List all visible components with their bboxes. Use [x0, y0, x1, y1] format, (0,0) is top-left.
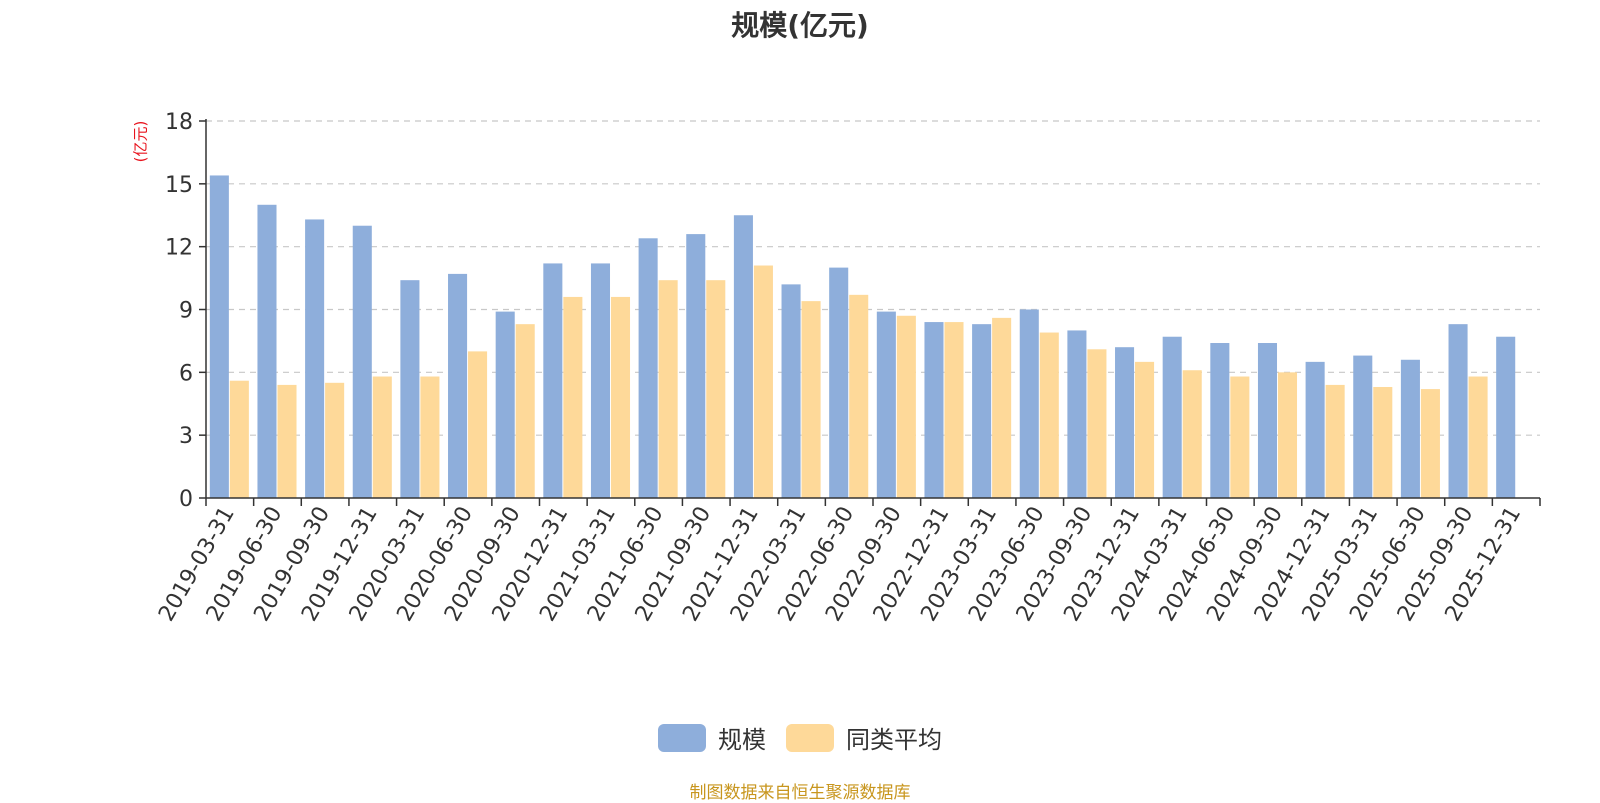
bar-series-1 — [1373, 386, 1393, 498]
bar-series-1 — [468, 351, 488, 498]
bar-series-0 — [305, 219, 325, 498]
bar-series-0 — [1257, 343, 1278, 498]
bar-series-0 — [1305, 361, 1325, 498]
bar-series-0 — [1210, 343, 1230, 498]
y-tick-label: 9 — [179, 299, 193, 324]
bar-series-1 — [372, 376, 392, 498]
bar-series-1 — [1230, 376, 1250, 498]
y-tick-label: 0 — [179, 487, 193, 512]
bar-series-1 — [896, 315, 916, 498]
bar-series-1 — [563, 296, 583, 498]
bar-chart: 03691215182019-03-312019-06-302019-09-30… — [154, 110, 1541, 626]
bar-series-0 — [448, 273, 468, 498]
bar-series-0 — [686, 234, 706, 498]
y-tick-label: 18 — [165, 110, 193, 135]
bar-series-1 — [515, 324, 535, 498]
legend: 规模 同类平均 — [0, 720, 1600, 755]
bar-series-1 — [944, 322, 964, 498]
bar-series-0 — [1019, 309, 1039, 498]
legend-label: 同类平均 — [846, 726, 942, 754]
bar-series-1 — [1420, 389, 1440, 498]
bar-series-0 — [209, 175, 229, 498]
bar-series-1 — [229, 380, 249, 498]
bar-series-1 — [1325, 384, 1345, 498]
y-tick-label: 3 — [179, 424, 193, 449]
bar-series-0 — [1115, 347, 1135, 498]
bar-series-1 — [1182, 370, 1202, 498]
bar-series-0 — [924, 322, 944, 498]
bar-series-1 — [801, 301, 821, 498]
bar-series-0 — [1353, 355, 1373, 498]
bar-series-1 — [325, 382, 345, 498]
legend-swatch — [658, 723, 706, 752]
bar-series-1 — [992, 317, 1012, 498]
bar-series-0 — [590, 263, 611, 498]
y-tick-label: 15 — [165, 173, 193, 198]
bar-series-1 — [277, 384, 297, 498]
bar-series-1 — [1087, 349, 1107, 498]
bar-series-0 — [543, 263, 563, 498]
y-tick-label: 6 — [179, 361, 193, 386]
bar-series-1 — [753, 265, 773, 498]
bar-series-1 — [1039, 332, 1059, 498]
bar-series-0 — [400, 280, 420, 498]
bar-series-0 — [1448, 324, 1468, 498]
bar-series-1 — [706, 280, 726, 498]
bar-series-0 — [781, 284, 801, 498]
bar-series-0 — [1400, 359, 1420, 498]
bar-series-0 — [876, 311, 896, 498]
bar-series-0 — [829, 267, 849, 498]
bar-series-1 — [849, 294, 869, 498]
bar-series-0 — [352, 225, 372, 498]
chart-title: 规模(亿元) — [731, 9, 869, 42]
bar-series-1 — [420, 376, 440, 498]
bar-series-1 — [610, 296, 631, 498]
legend-item-series-0[interactable]: 规模 — [658, 720, 766, 755]
bar-series-0 — [733, 215, 753, 498]
bars — [209, 175, 1516, 499]
bar-series-0 — [495, 311, 515, 498]
bar-series-0 — [1067, 330, 1087, 498]
bar-series-1 — [1135, 361, 1155, 498]
bar-series-0 — [257, 204, 277, 498]
source-note: 制图数据来自恒生聚源数据库 — [689, 783, 911, 803]
y-tick-label: 12 — [165, 236, 193, 261]
bar-series-1 — [658, 280, 678, 498]
bar-series-0 — [1162, 336, 1182, 498]
bar-series-0 — [1496, 336, 1516, 498]
bar-series-0 — [972, 324, 992, 498]
legend-label: 规模 — [718, 726, 766, 754]
bar-series-1 — [1277, 372, 1298, 498]
bar-series-0 — [638, 238, 658, 499]
legend-item-series-1[interactable]: 同类平均 — [786, 720, 942, 755]
legend-swatch — [786, 723, 834, 752]
bar-series-1 — [1468, 376, 1488, 498]
